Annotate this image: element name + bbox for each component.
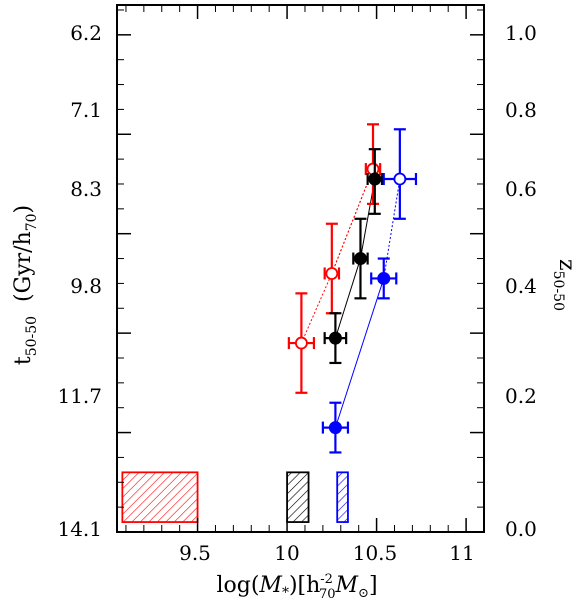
x-tick-label: 9.5 xyxy=(179,541,211,565)
x-tick-label: 11 xyxy=(449,541,474,565)
left-tick-label: 11.7 xyxy=(57,384,102,408)
hatched-box xyxy=(336,471,349,523)
left-tick-label: 6.2 xyxy=(70,21,102,45)
left-tick-labels: 6.2 7.1 8.3 9.8 11.7 14.1 xyxy=(57,21,102,541)
data-point xyxy=(368,172,382,186)
right-tick-label: 0.0 xyxy=(505,517,537,541)
x-title-unit-sup: -2 xyxy=(320,572,333,587)
right-tick-label: 1.0 xyxy=(505,21,537,45)
data-point xyxy=(328,331,342,345)
series-connector xyxy=(334,258,361,339)
ticks xyxy=(117,5,484,533)
data-point xyxy=(328,421,342,435)
x-tick-label: 10.5 xyxy=(353,541,398,565)
x-title-unit-mathcal: M xyxy=(335,573,359,598)
x-axis-title: log(M*)[h-2 70M⊙] xyxy=(216,572,377,602)
plot-frame xyxy=(116,4,485,533)
right-tick-label: 0.6 xyxy=(505,177,537,201)
right-tick-labels: 1.0 0.8 0.6 0.4 0.2 0.0 xyxy=(505,21,537,541)
right-title-sub: 50-50 xyxy=(550,271,566,311)
data-point xyxy=(294,336,308,350)
data-point xyxy=(377,271,391,285)
x-title-prefix: log( xyxy=(216,573,259,598)
right-tick-label: 0.4 xyxy=(505,274,537,298)
x-title-mathcal: M xyxy=(258,573,282,598)
series-connector xyxy=(383,178,401,279)
x-tick-labels: 9.5 10 10.5 11 xyxy=(179,541,475,565)
series-connector xyxy=(331,168,374,274)
axes-frame xyxy=(116,4,485,533)
x-title-unit-sub2: ⊙ xyxy=(358,586,369,601)
data-point xyxy=(393,172,407,186)
left-title-mid: (Gyr/h xyxy=(11,231,36,316)
left-title-suffix: ) xyxy=(11,205,36,214)
left-tick-label: 14.1 xyxy=(57,517,102,541)
right-title-z: z xyxy=(554,259,579,271)
data-point xyxy=(353,252,367,266)
left-title-sub2: 70 xyxy=(24,213,40,231)
data-point xyxy=(325,267,339,280)
hatched-box xyxy=(286,471,310,523)
x-title-unit-sub: 70 xyxy=(319,587,336,602)
left-axis-title: t50-50 (Gyr/h70) xyxy=(11,205,40,365)
hatched-boxes xyxy=(121,471,349,523)
x-title-suffix: ] xyxy=(369,573,378,598)
data-points xyxy=(287,123,418,454)
x-tick-label: 10 xyxy=(274,541,299,565)
right-tick-label: 0.2 xyxy=(505,384,537,408)
hatched-box xyxy=(121,471,199,523)
series-connector xyxy=(300,273,333,344)
right-axis-title: z50-50 xyxy=(550,259,579,311)
left-tick-label: 7.1 xyxy=(70,98,102,122)
left-tick-label: 9.8 xyxy=(70,274,102,298)
left-title-t: t xyxy=(11,356,36,365)
x-title-sub: * xyxy=(282,585,289,601)
x-title-mid: )[h xyxy=(289,573,320,598)
series-connector xyxy=(334,278,385,428)
left-tick-label: 8.3 xyxy=(70,177,102,201)
left-title-sub: 50-50 xyxy=(24,316,40,356)
right-tick-label: 0.8 xyxy=(505,98,537,122)
